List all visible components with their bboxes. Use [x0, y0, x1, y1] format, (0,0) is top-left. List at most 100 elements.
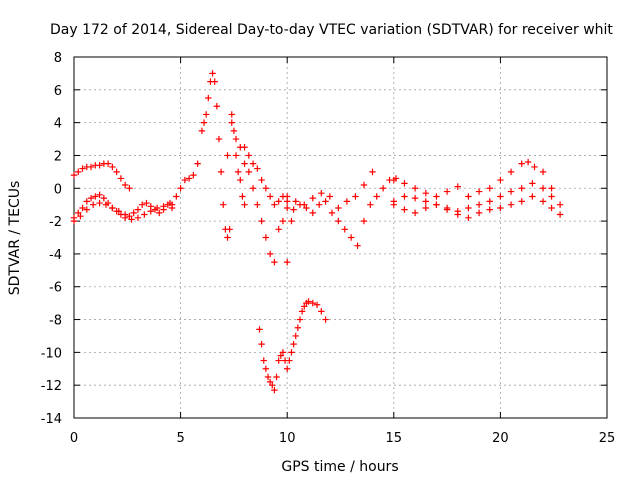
data-point	[486, 185, 493, 192]
data-point	[465, 204, 472, 212]
data-point	[177, 185, 184, 192]
data-point	[228, 119, 235, 126]
data-point	[313, 301, 321, 308]
series-late-upper-track	[390, 158, 555, 200]
data-point	[102, 201, 110, 208]
data-point	[89, 201, 97, 208]
data-point	[209, 70, 216, 77]
data-point	[241, 201, 248, 208]
data-point	[529, 180, 536, 187]
y-tick-label: -2	[49, 215, 62, 230]
data-point	[104, 160, 112, 167]
data-point	[241, 144, 248, 151]
data-point	[141, 211, 148, 218]
data-point	[411, 194, 419, 202]
x-tick-label: 25	[599, 431, 616, 446]
data-point	[256, 326, 263, 333]
data-point	[292, 332, 299, 340]
data-point	[275, 198, 282, 205]
data-point	[271, 258, 278, 266]
data-point	[213, 103, 221, 110]
plot-frame	[73, 56, 608, 419]
data-point	[548, 185, 555, 192]
data-point	[117, 175, 125, 182]
data-point	[309, 209, 316, 217]
x-tick-label: 5	[176, 431, 184, 446]
data-point	[556, 211, 564, 218]
data-point	[390, 201, 397, 208]
data-point	[284, 365, 291, 372]
data-point	[266, 378, 274, 386]
data-point	[134, 206, 142, 213]
data-point	[96, 199, 103, 207]
data-point	[134, 214, 142, 222]
data-point	[497, 176, 504, 184]
data-point	[518, 160, 525, 167]
data-point	[475, 188, 483, 195]
data-point	[271, 386, 278, 394]
data-point	[211, 78, 218, 85]
data-point	[318, 308, 325, 315]
data-point	[194, 160, 201, 167]
data-point	[130, 209, 137, 217]
data-point	[284, 193, 291, 200]
data-point	[258, 176, 265, 184]
data-point	[139, 201, 146, 208]
data-point	[309, 194, 316, 202]
data-point	[369, 168, 376, 176]
data-point	[126, 212, 133, 220]
data-point	[390, 176, 397, 184]
data-point	[443, 188, 451, 195]
data-point	[454, 183, 461, 190]
data-point	[181, 176, 189, 184]
data-point	[260, 357, 267, 364]
series-late-lower-track	[390, 193, 564, 222]
data-point	[507, 168, 515, 176]
series-upper-track-early	[70, 160, 133, 192]
data-point	[347, 234, 355, 241]
axis-ticks: 0 5 10 15 20 25 -14 -12 -10 -8 -6 -4 -2 0 2 4 6 8	[41, 51, 616, 446]
data-point	[115, 208, 122, 215]
data-point	[277, 352, 285, 359]
data-point	[266, 250, 274, 258]
data-point	[269, 381, 276, 389]
data-point	[262, 234, 270, 241]
data-point	[422, 198, 429, 205]
data-point	[128, 216, 135, 223]
data-point	[288, 217, 295, 225]
data-point	[433, 193, 440, 200]
data-point	[531, 163, 538, 171]
data-point	[303, 204, 310, 212]
series-negative-excursion-9-to-12h	[256, 298, 329, 394]
data-point	[539, 168, 547, 176]
data-point	[92, 193, 99, 200]
data-point	[70, 171, 78, 179]
data-point	[379, 185, 387, 192]
y-tick-label: 0	[54, 182, 62, 197]
data-point	[318, 189, 325, 197]
data-point	[556, 201, 564, 208]
data-point	[232, 135, 240, 143]
data-point	[360, 217, 368, 225]
data-point	[185, 175, 193, 182]
data-point	[475, 201, 483, 208]
data-point	[168, 201, 176, 208]
data-point	[539, 198, 547, 205]
data-point	[249, 160, 257, 167]
data-point	[507, 188, 515, 195]
data-point	[507, 201, 515, 208]
x-tick-label: 15	[386, 431, 403, 446]
y-tick-label: 6	[54, 84, 62, 99]
data-point	[234, 168, 242, 176]
data-point	[352, 193, 359, 200]
data-point	[288, 349, 295, 356]
data-point	[275, 226, 282, 233]
data-point	[160, 203, 167, 210]
data-point	[262, 365, 270, 372]
data-point	[341, 226, 348, 233]
series-upper-track-mid	[241, 144, 291, 208]
data-point	[518, 185, 525, 192]
y-tick-label: 8	[54, 51, 62, 66]
data-point	[237, 176, 244, 184]
